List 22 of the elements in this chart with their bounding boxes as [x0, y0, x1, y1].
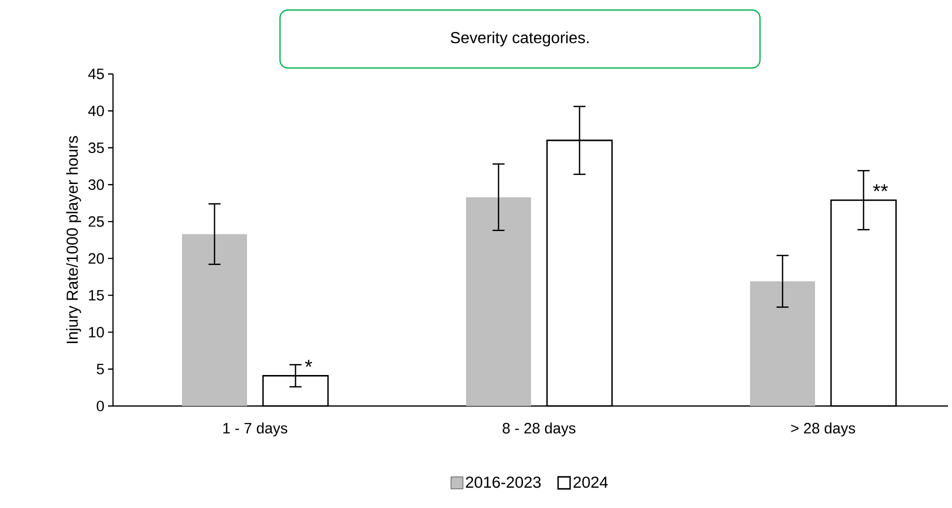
x-tick-label: 8 - 28 days [502, 422, 576, 436]
y-tick-label: 30 [88, 179, 104, 190]
bar [750, 281, 816, 406]
y-tick-label: 0 [96, 400, 104, 412]
y-tick-label: 5 [96, 364, 104, 374]
bar [466, 197, 532, 406]
y-tick-label: 35 [88, 142, 104, 154]
y-tick-label: 15 [89, 290, 104, 301]
bar [182, 234, 248, 406]
y-tick-label: 45 [88, 68, 104, 80]
y-tick-label: 20 [88, 253, 104, 264]
x-tick-label: 1 - 7 days [223, 422, 288, 436]
legend-label: 2016-2023 [466, 476, 541, 488]
annotation: * [305, 360, 312, 367]
y-tick-label: 25 [88, 216, 104, 227]
y-axis-title: Injury Rate/1000 player hours [66, 136, 82, 344]
y-tick-label: 40 [88, 106, 104, 116]
chart-title: Severity categories. [450, 32, 589, 46]
y-tick-label: 10 [89, 326, 104, 338]
x-tick-label: > 28 days [791, 422, 856, 436]
legend-label: 2024 [574, 476, 608, 488]
annotation: ** [873, 184, 888, 192]
